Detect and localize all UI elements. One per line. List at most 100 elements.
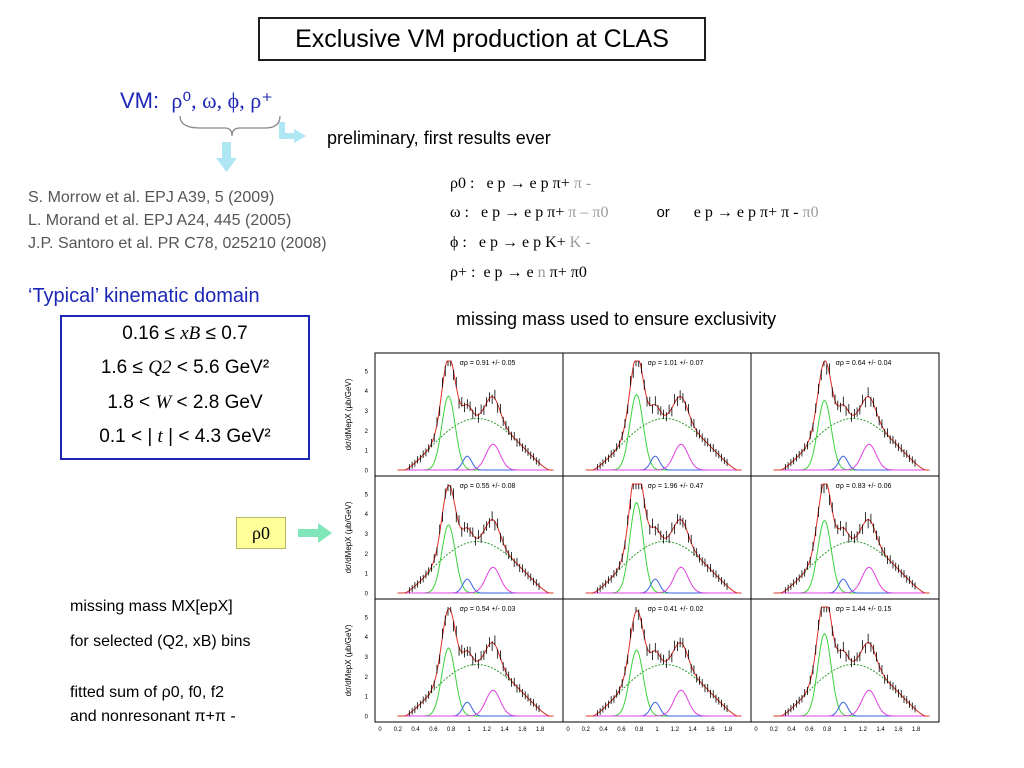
y-tick-label: 1 (365, 449, 369, 455)
y-axis-label: dσ/dMepX (μb/GeV) (344, 624, 353, 696)
reaction-phi: ϕ : e p → e p K+ K - (450, 234, 591, 252)
x-tick-label: 0.4 (599, 727, 608, 733)
sigma-label: σρ = 1.96 +/- 0.47 (648, 483, 704, 490)
right-arrow-icon (318, 523, 332, 543)
slide-title: Exclusive VM production at CLAS (258, 17, 706, 61)
x-tick-label: 0.4 (787, 727, 796, 733)
sigma-label: σρ = 0.55 +/- 0.08 (460, 483, 516, 490)
reaction-alt: e p → e p π+ π - (693, 204, 799, 221)
x-tick-label: 1.2 (859, 727, 868, 733)
down-arrow-icon (216, 158, 237, 172)
references: S. Morrow et al. EPJ A39, 5 (2009) L. Mo… (28, 186, 327, 255)
note-line: and nonresonant π+π - (70, 708, 236, 725)
kinematic-range: 0.1 < | t | < 4.3 GeV² (99, 426, 271, 447)
reaction-grey: π – π0 (568, 204, 609, 221)
brace-arrows (179, 115, 306, 172)
rho-label-box: ρ0 (236, 517, 286, 549)
slide-title-text: Exclusive VM production at CLAS (295, 24, 669, 53)
y-tick-label: 0 (365, 592, 369, 598)
x-tick-label: 0 (566, 727, 570, 733)
x-tick-label: 1 (655, 727, 659, 733)
right-elbow-arrow (279, 122, 296, 139)
sigma-label: σρ = 0.41 +/- 0.02 (648, 606, 704, 613)
x-tick-label: 0.4 (411, 727, 420, 733)
reaction-lhs: ρ+ : (450, 264, 476, 281)
y-tick-label: 2 (365, 552, 369, 558)
reaction-body: e p → e (483, 264, 534, 281)
fit-f2-line (397, 689, 554, 717)
x-tick-label: 1 (467, 727, 471, 733)
reference-item: L. Morand et al. EPJ A24, 445 (2005) (28, 212, 292, 229)
y-tick-label: 2 (365, 429, 369, 435)
y-tick-label: 4 (365, 635, 369, 641)
y-tick-label: 1 (365, 572, 369, 578)
y-tick-label: 5 (365, 492, 369, 498)
x-tick-label: 0 (754, 727, 758, 733)
y-tick-label: 2 (365, 675, 369, 681)
x-tick-label: 0.8 (635, 727, 644, 733)
y-tick-label: 4 (365, 389, 369, 395)
sigma-label: σρ = 0.83 +/- 0.06 (836, 483, 892, 490)
fit-f2-line (773, 443, 930, 471)
y-tick-label: 1 (365, 695, 369, 701)
x-tick-label: 0.2 (770, 727, 779, 733)
x-tick-label: 0.8 (447, 727, 456, 733)
fit-f2-line (773, 566, 930, 594)
reaction-grey: n (537, 264, 546, 281)
x-tick-label: 1 (843, 727, 847, 733)
arrow-shaft (298, 529, 320, 537)
kinematic-domain-box: 0.16 ≤ xB ≤ 0.7 1.6 ≤ Q2 < 5.6 GeV² 1.8 … (60, 315, 310, 460)
x-tick-label: 1.6 (518, 727, 527, 733)
x-tick-label: 1.8 (912, 727, 921, 733)
reaction-body: e p → e p π+ (480, 204, 565, 221)
x-tick-label: 1.8 (724, 727, 733, 733)
note-line: fitted sum of ρ0, f0, f2 (70, 684, 225, 701)
typical-domain-heading: ‘Typical’ kinematic domain (28, 285, 260, 307)
fit-f2-line (585, 443, 742, 471)
sigma-label: σρ = 0.64 +/- 0.04 (836, 360, 892, 367)
missing-mass-plots: σρ = 0.91 +/- 0.05 0 1 2 3 4 5 dσ/dMepX (μb/GeV… (335, 350, 947, 750)
exclusivity-note: missing mass used to ensure exclusivity (456, 309, 777, 329)
y-tick-label: 5 (365, 615, 369, 621)
x-tick-label: 1.4 (500, 727, 509, 733)
y-tick-label: 5 (365, 369, 369, 375)
reaction-body: e p → e p π+ (486, 175, 570, 192)
x-tick-label: 1.2 (671, 727, 680, 733)
right-arrow-icon (294, 129, 306, 143)
sigma-label: σρ = 0.54 +/- 0.03 (460, 606, 516, 613)
y-tick-label: 3 (365, 409, 369, 415)
y-tick-label: 4 (365, 512, 369, 518)
y-tick-label: 0 (365, 469, 369, 475)
x-tick-label: 1.4 (876, 727, 885, 733)
x-tick-label: 1.2 (483, 727, 492, 733)
reaction-body-b: π+ π0 (549, 264, 587, 281)
kinematic-range: 1.8 < W < 2.8 GeV (107, 392, 263, 413)
down-arrow-shaft (222, 142, 231, 158)
reaction-rho0: ρ0 : e p → e p π+ π - (450, 175, 591, 193)
reaction-alt-grey: π0 (802, 204, 819, 221)
kinematic-range: 1.6 ≤ Q2 < 5.6 GeV² (100, 357, 270, 378)
y-axis-label: dσ/dMepX (μb/GeV) (344, 501, 353, 573)
fit-f2-line (585, 566, 742, 594)
vm-prefix: VM: (120, 88, 160, 113)
x-tick-label: 0.8 (823, 727, 832, 733)
reaction-grey: π - (573, 175, 592, 192)
reaction-or: or (656, 204, 670, 221)
fit-f2-line (397, 443, 554, 471)
x-tick-label: 1.4 (688, 727, 697, 733)
y-tick-label: 3 (365, 655, 369, 661)
reaction-grey: K - (569, 234, 591, 251)
rho-label: ρ0 (252, 522, 270, 543)
y-tick-label: 3 (365, 532, 369, 538)
reaction-lhs: ω : (450, 204, 469, 221)
x-tick-label: 1.6 (706, 727, 715, 733)
fit-f2-line (585, 689, 742, 717)
x-tick-label: 1.6 (894, 727, 903, 733)
x-tick-label: 0.6 (805, 727, 814, 733)
x-tick-label: 1.8 (536, 727, 545, 733)
x-tick-label: 0.2 (394, 727, 403, 733)
fit-f2-line (773, 689, 930, 717)
plot-grid-svg: σρ = 0.91 +/- 0.05 0 1 2 3 4 5 dσ/dMepX (μb/GeV… (344, 352, 940, 733)
green-arrow (298, 523, 332, 543)
vm-line: VM: ρ⁰, ω, ϕ, ρ⁺ (120, 88, 273, 114)
